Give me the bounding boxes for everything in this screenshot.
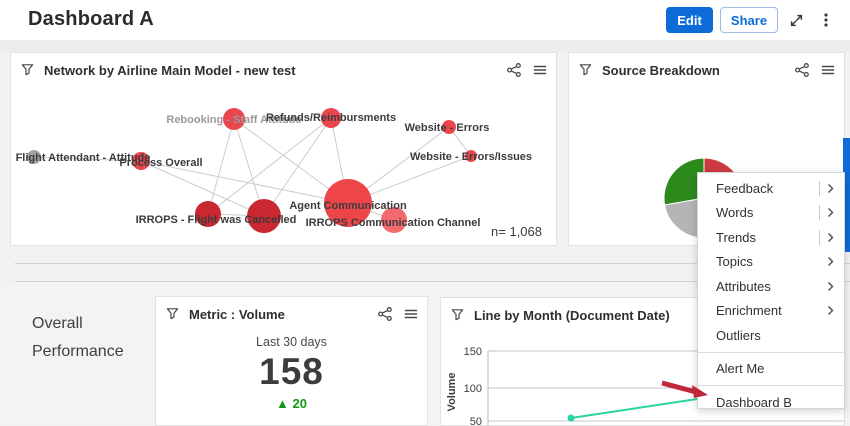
network-node[interactable] xyxy=(324,179,372,227)
menu-item-attributes[interactable]: Attributes xyxy=(698,274,844,299)
context-menu: Feedback Words Trends Topics Attributes Enric… xyxy=(697,172,845,410)
menu-item-label: Trends xyxy=(716,229,756,245)
chevron-right-icon xyxy=(828,232,834,242)
y-axis-label: Volume xyxy=(446,373,458,412)
network-node[interactable] xyxy=(465,150,477,162)
menu-divider xyxy=(698,351,844,353)
network-node-label: Agent Communication xyxy=(289,200,407,212)
kebab-menu-icon[interactable] xyxy=(814,8,838,32)
menu-divider-bar xyxy=(819,229,820,245)
share-button[interactable]: Share xyxy=(720,7,778,33)
y-axis-tick: 100 xyxy=(464,383,482,395)
network-widget-header: Network by Airline Main Model - new test xyxy=(11,53,556,85)
source-widget-title: Source Breakdown xyxy=(602,63,720,78)
y-axis-tick: 50 xyxy=(470,416,482,426)
network-widget: Network by Airline Main Model - new test… xyxy=(10,52,557,246)
menu-divider-bar xyxy=(819,205,820,221)
menu-item-trends[interactable]: Trends xyxy=(698,225,844,250)
menu-item-alert-me[interactable]: Alert Me xyxy=(698,357,844,382)
page-title: Dashboard A xyxy=(28,8,154,30)
menu-divider-bar xyxy=(819,180,820,196)
chevron-right-icon xyxy=(828,208,834,218)
menu-divider xyxy=(698,385,844,386)
menu-item-topics[interactable]: Topics xyxy=(698,250,844,275)
line-widget-title: Line by Month (Document Date) xyxy=(474,308,670,323)
share-alt-icon[interactable] xyxy=(506,62,522,78)
menu-item-dashboard-b[interactable]: Dashboard B xyxy=(698,390,844,415)
network-node-label: Refunds/Reimbursments xyxy=(266,112,396,124)
filter-funnel-icon[interactable] xyxy=(165,306,180,321)
network-node-label: Website - Errors/Issues xyxy=(410,151,532,163)
network-node-label: IRROPS Communication Channel xyxy=(306,217,481,229)
metric-widget-title: Metric : Volume xyxy=(189,307,285,322)
network-node-label: Process Overall xyxy=(119,157,202,169)
network-node-label: IRROPS - Flight was Cancelled xyxy=(136,214,297,226)
section-label: Overall Performance xyxy=(32,315,124,360)
expand-icon[interactable] xyxy=(784,8,808,32)
pie-slice[interactable] xyxy=(663,157,705,206)
metric-value: 158 xyxy=(259,351,324,392)
metric-period-label: Last 30 days xyxy=(256,335,327,349)
menu-item-label: Dashboard B xyxy=(716,394,792,410)
network-node[interactable] xyxy=(321,108,341,128)
section-divider-top xyxy=(15,263,850,264)
menu-item-label: Topics xyxy=(716,254,753,270)
header-divider-strip xyxy=(0,40,850,52)
metric-body: Last 30 days 158 ▲ 20 xyxy=(156,329,427,411)
section-divider-bottom xyxy=(15,281,850,282)
network-graph[interactable]: Rebooking - Staff Attitude Flight Attenda… xyxy=(11,83,556,245)
network-node[interactable] xyxy=(247,199,281,233)
filter-funnel-icon[interactable] xyxy=(20,62,35,77)
menu-item-label: Feedback xyxy=(716,180,774,196)
data-point[interactable] xyxy=(567,414,575,422)
menu-item-outliers[interactable]: Outliers xyxy=(698,323,844,348)
edit-button[interactable]: Edit xyxy=(666,7,713,33)
menu-item-label: Alert Me xyxy=(716,361,765,377)
menu-item-label: Words xyxy=(716,205,754,221)
menu-item-enrichment[interactable]: Enrichment xyxy=(698,299,844,324)
network-node-label: Rebooking - Staff Attitude xyxy=(166,114,301,126)
menu-item-label: Attributes xyxy=(716,278,771,294)
chevron-right-icon xyxy=(828,257,834,267)
filter-funnel-icon[interactable] xyxy=(578,62,593,77)
y-axis-tick: 150 xyxy=(464,346,482,358)
menu-item-words[interactable]: Words xyxy=(698,201,844,226)
chevron-right-icon xyxy=(828,183,834,193)
top-bar: Dashboard A Edit Share xyxy=(0,0,850,40)
widget-menu-icon[interactable] xyxy=(403,306,419,322)
network-node[interactable] xyxy=(132,152,150,170)
network-node[interactable] xyxy=(195,201,221,227)
network-node[interactable] xyxy=(381,207,407,233)
menu-item-feedback[interactable]: Feedback xyxy=(698,176,844,201)
edge-blue-panel[interactable] xyxy=(843,138,850,252)
share-alt-icon[interactable] xyxy=(377,306,393,322)
share-alt-icon[interactable] xyxy=(794,62,810,78)
metric-volume-widget: Metric : Volume Last 30 days 158 ▲ 20 xyxy=(155,296,428,426)
network-node[interactable] xyxy=(223,108,245,130)
network-node[interactable] xyxy=(27,150,41,164)
network-node-label: Website - Errors xyxy=(405,122,490,134)
network-widget-title: Network by Airline Main Model - new test xyxy=(44,63,296,78)
metric-delta: ▲ 20 xyxy=(276,396,307,411)
line-widget-header: Line by Month (Document Date) xyxy=(441,298,844,330)
menu-item-label: Outliers xyxy=(716,327,761,343)
network-node[interactable] xyxy=(442,120,456,134)
widget-menu-icon[interactable] xyxy=(820,62,836,78)
network-node-label: Flight Attendant - Attitude xyxy=(16,152,151,164)
chevron-right-icon xyxy=(828,306,834,316)
menu-item-label: Enrichment xyxy=(716,303,782,319)
chevron-right-icon xyxy=(828,281,834,291)
widget-menu-icon[interactable] xyxy=(532,62,548,78)
sample-size-label: n= 1,068 xyxy=(491,224,542,239)
filter-funnel-icon[interactable] xyxy=(450,307,465,322)
metric-widget-header: Metric : Volume xyxy=(156,297,427,329)
source-widget-header: Source Breakdown xyxy=(569,53,844,85)
